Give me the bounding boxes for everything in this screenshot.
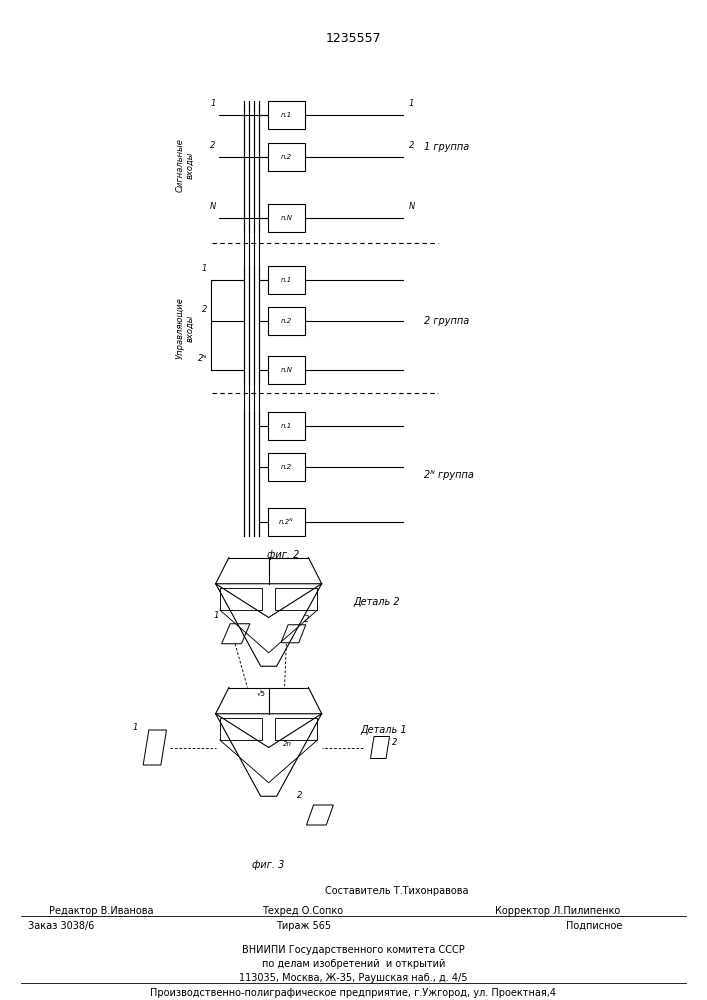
Text: n.2: n.2 — [281, 464, 292, 470]
Text: 2ᴺ группа: 2ᴺ группа — [424, 470, 474, 480]
Text: 2: 2 — [409, 141, 414, 150]
Text: 1: 1 — [210, 99, 216, 108]
Bar — [268, 508, 305, 536]
Text: 2 группа: 2 группа — [424, 316, 469, 326]
Text: фиг. 2: фиг. 2 — [267, 550, 299, 560]
Text: по делам изобретений  и открытий: по делам изобретений и открытий — [262, 959, 445, 969]
Text: 2: 2 — [297, 791, 303, 800]
Text: √5: √5 — [257, 692, 266, 698]
Text: n.1: n.1 — [281, 423, 292, 429]
Text: Корректор Л.Пилипенко: Корректор Л.Пилипенко — [495, 906, 620, 916]
Text: n.2: n.2 — [281, 154, 292, 160]
Text: Техред О.Сопко: Техред О.Сопко — [262, 906, 343, 916]
Text: Сигнальные
входы: Сигнальные входы — [175, 138, 195, 192]
Text: 113035, Москва, Ж-35, Раушская наб., д. 4/5: 113035, Москва, Ж-35, Раушская наб., д. … — [239, 973, 468, 983]
Text: n.2: n.2 — [281, 318, 292, 324]
Text: 2: 2 — [201, 305, 207, 314]
Text: n.1: n.1 — [281, 277, 292, 283]
Text: Управляющие
входы: Управляющие входы — [175, 297, 195, 359]
Bar — [268, 101, 305, 129]
Bar — [268, 266, 305, 294]
Text: 2: 2 — [392, 738, 398, 747]
Bar — [268, 143, 305, 171]
Text: 2ᴺ: 2ᴺ — [198, 354, 207, 363]
Text: 2: 2 — [304, 615, 310, 624]
Text: 1: 1 — [409, 99, 414, 108]
Text: N: N — [209, 202, 216, 211]
Text: 1: 1 — [214, 611, 219, 620]
Text: Составитель Т.Тихонравова: Составитель Т.Тихонравова — [325, 886, 469, 896]
Text: n.1: n.1 — [281, 112, 292, 118]
Text: n.N: n.N — [281, 367, 292, 373]
Text: n.N: n.N — [281, 215, 292, 221]
Text: 1235557: 1235557 — [326, 32, 381, 45]
Text: n.2ᴺ: n.2ᴺ — [279, 519, 293, 525]
Text: 1 группа: 1 группа — [424, 142, 469, 152]
Bar — [268, 356, 305, 384]
Bar — [268, 204, 305, 232]
Text: Деталь 1: Деталь 1 — [361, 725, 407, 735]
Bar — [268, 412, 305, 440]
Text: фиг. 3: фиг. 3 — [252, 860, 285, 870]
Text: Подписное: Подписное — [566, 921, 622, 931]
Bar — [268, 453, 305, 481]
Text: N: N — [409, 202, 415, 211]
Text: Тираж 565: Тираж 565 — [276, 921, 332, 931]
Text: ВНИИПИ Государственного комитета СССР: ВНИИПИ Государственного комитета СССР — [242, 945, 465, 955]
Text: Заказ 3038/6: Заказ 3038/6 — [28, 921, 95, 931]
Bar — [268, 307, 305, 335]
Text: 1: 1 — [132, 723, 138, 732]
Text: 2n: 2n — [283, 741, 292, 747]
Text: Производственно-полиграфическое предприятие, г.Ужгород, ул. Проектная,4: Производственно-полиграфическое предприя… — [151, 988, 556, 998]
Text: 1: 1 — [201, 264, 207, 273]
Text: Деталь 2: Деталь 2 — [354, 597, 400, 607]
Text: Редактор В.Иванова: Редактор В.Иванова — [49, 906, 154, 916]
Text: 2: 2 — [210, 141, 216, 150]
